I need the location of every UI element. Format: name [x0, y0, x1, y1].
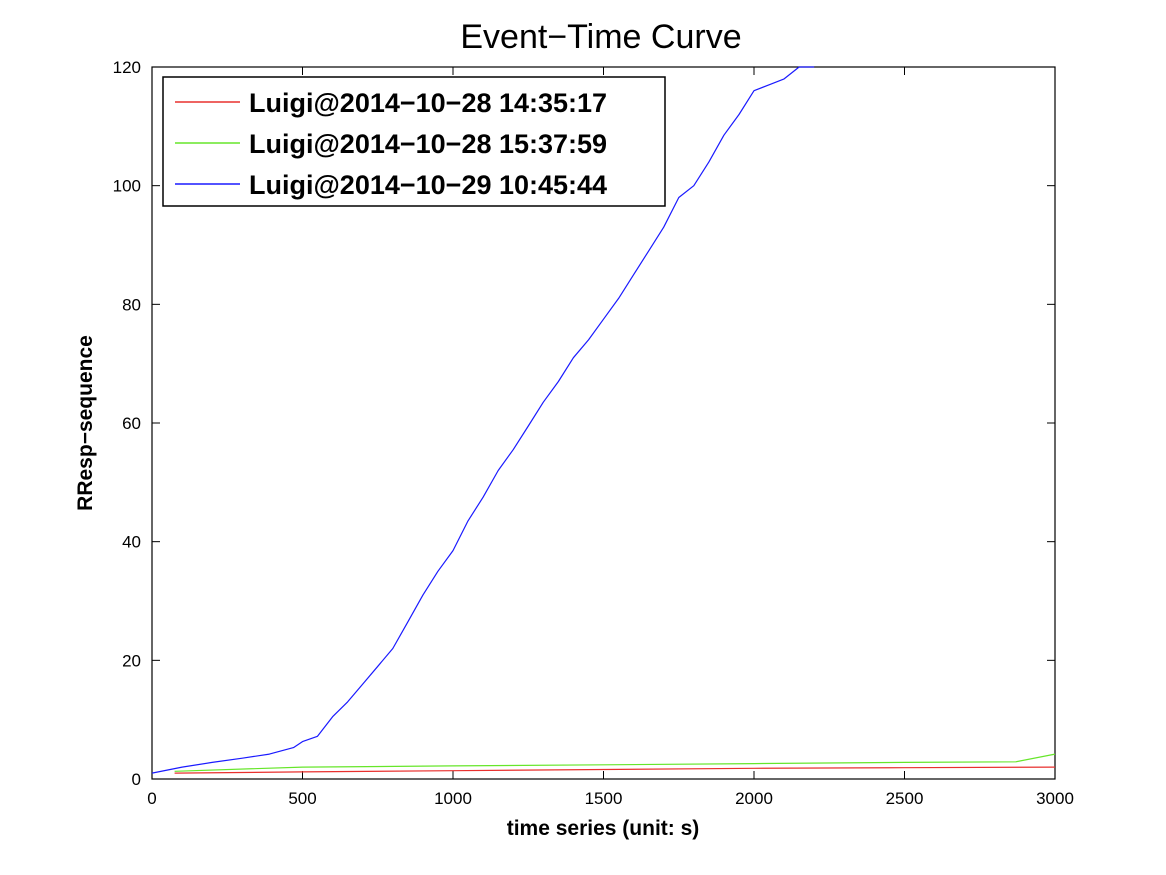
legend-label-2: Luigi@2014−10−28 15:37:59	[249, 129, 607, 159]
legend-label-3: Luigi@2014−10−29 10:45:44	[249, 170, 607, 200]
series-line-2	[174, 753, 1056, 772]
y-tick-label: 0	[132, 770, 141, 789]
y-tick-label: 80	[122, 295, 141, 314]
x-tick-label: 1000	[434, 789, 472, 808]
legend-label-1: Luigi@2014−10−28 14:35:17	[249, 88, 607, 118]
y-tick-label: 100	[113, 177, 141, 196]
x-tick-label: 1500	[585, 789, 623, 808]
y-axis-label: RResp−sequence	[74, 335, 97, 511]
x-axis-ticks: 0 500 1000 1500 2000 2500 3000	[147, 67, 1074, 808]
x-tick-label: 0	[147, 789, 156, 808]
legend: Luigi@2014−10−28 14:35:17 Luigi@2014−10−2…	[162, 76, 666, 207]
x-tick-label: 500	[288, 789, 316, 808]
y-tick-label: 60	[122, 414, 141, 433]
series-line-1	[174, 766, 1056, 774]
x-tick-label: 2500	[886, 789, 924, 808]
legend-box	[162, 76, 666, 207]
series-lines	[151, 66, 1056, 774]
legend-items: Luigi@2014−10−28 14:35:17 Luigi@2014−10−2…	[175, 88, 607, 200]
y-axis-ticks: 0 20 40 60 80 100 120	[113, 58, 1055, 789]
x-tick-label: 2000	[735, 789, 773, 808]
y-tick-label: 40	[122, 533, 141, 552]
chart-title: Event−Time Curve	[460, 18, 741, 56]
y-tick-label: 20	[122, 651, 141, 670]
x-tick-label: 3000	[1036, 789, 1074, 808]
x-axis-label: time series (unit: s)	[507, 817, 700, 840]
y-tick-label: 120	[113, 58, 141, 77]
series-line-3	[151, 66, 815, 774]
